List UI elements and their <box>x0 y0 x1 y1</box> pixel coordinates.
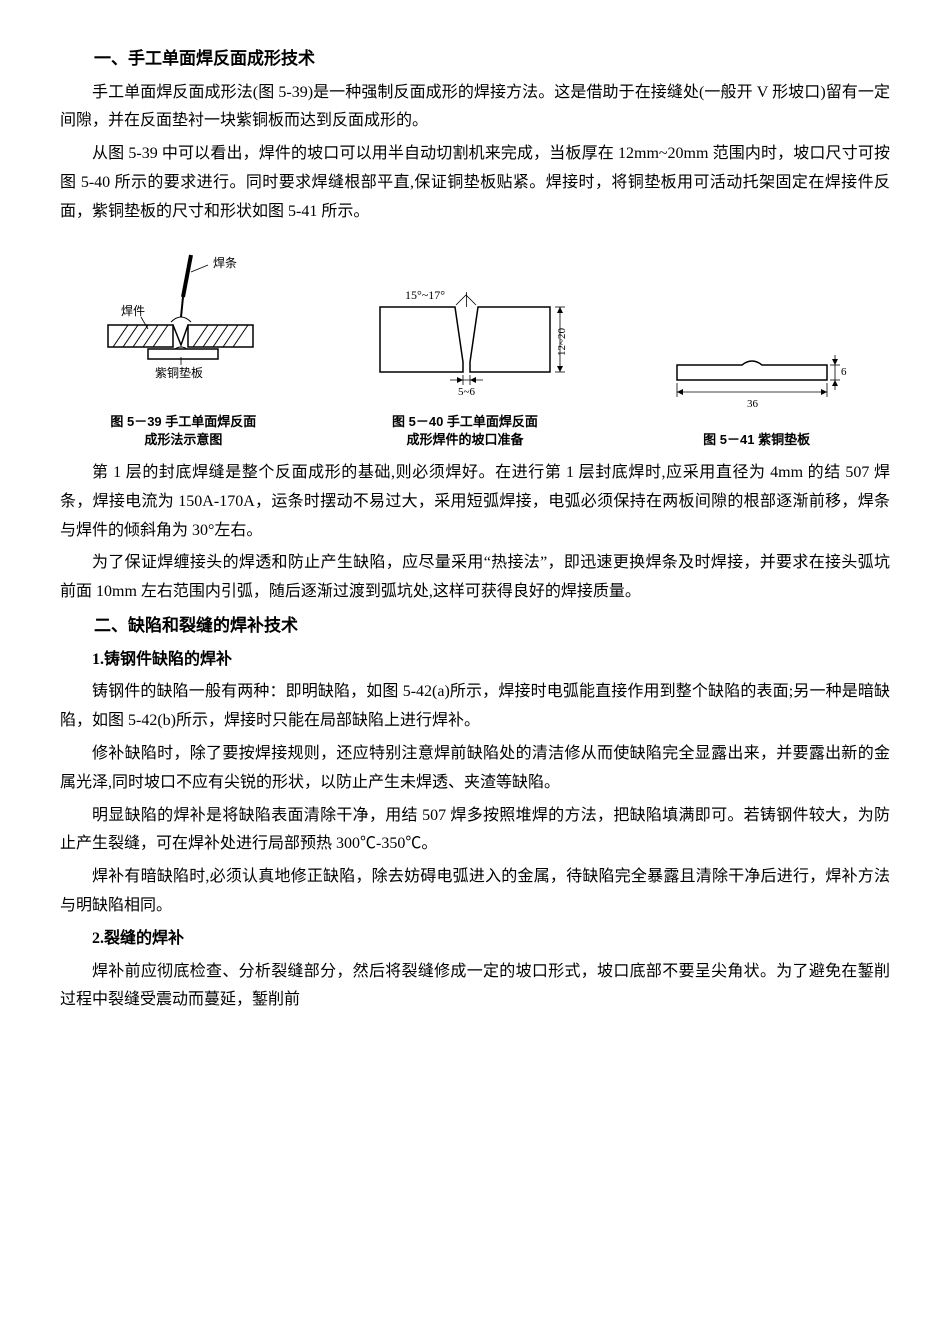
figure-5-41-svg: 6 36 <box>657 315 857 425</box>
figure-5-40-svg: 15°~17° 12~20 5~6 <box>360 267 570 407</box>
section-2-sub1-paragraph-3: 明显缺陷的焊补是将缺陷表面清除干净，用结 507 焊多按照堆焊的方法，把缺陷填满… <box>60 802 890 860</box>
figure-5-39-svg: 焊条 焊件 紫铜垫板 <box>93 247 273 407</box>
fig40-dim-bottom: 5~6 <box>458 386 475 398</box>
fig39-label-plate: 紫铜垫板 <box>155 365 203 380</box>
figures-row: 焊条 焊件 紫铜垫板 图 5－39 手工单面焊反面 成形法示意图 15°~17° <box>60 247 890 449</box>
section-2-sub1-paragraph-2: 修补缺陷时，除了要按焊接规则，还应特别注意焊前缺陷处的清洁修从而使缺陷完全显露出… <box>60 740 890 798</box>
figure-5-41: 6 36 图 5－41 紫铜垫板 <box>657 315 857 449</box>
fig39-label-rod: 焊条 <box>213 255 237 270</box>
figure-5-39-caption: 图 5－39 手工单面焊反面 成形法示意图 <box>110 413 256 449</box>
section-1-paragraph-1: 手工单面焊反面成形法(图 5-39)是一种强制反面成形的焊接方法。这是借助于在接… <box>60 79 890 137</box>
section-2-sub1-paragraph-4: 焊补有暗缺陷时,必须认真地修正缺陷，除去妨碍电弧进入的金属，待缺陷完全暴露且清除… <box>60 863 890 921</box>
section-2-sub1-paragraph-1: 铸钢件的缺陷一般有两种：即明缺陷，如图 5-42(a)所示，焊接时电弧能直接作用… <box>60 678 890 736</box>
fig40-caption-line1: 图 5－40 手工单面焊反面 <box>392 414 538 429</box>
fig41-dim-right: 6 <box>841 366 847 378</box>
section-1-paragraph-3: 第 1 层的封底焊缝是整个反面成形的基础,则必须焊好。在进行第 1 层封底焊时,… <box>60 459 890 545</box>
fig40-angle: 15°~17° <box>405 288 445 302</box>
section-2-sub1-title: 1.铸钢件缺陷的焊补 <box>60 646 890 675</box>
fig39-label-work: 焊件 <box>121 303 145 318</box>
figure-5-39: 焊条 焊件 紫铜垫板 图 5－39 手工单面焊反面 成形法示意图 <box>93 247 273 449</box>
fig39-caption-line2: 成形法示意图 <box>144 432 222 447</box>
section-1-title: 一、手工单面焊反面成形技术 <box>60 44 890 75</box>
figure-5-41-caption: 图 5－41 紫铜垫板 <box>703 431 810 449</box>
section-2-sub2-paragraph-1: 焊补前应彻底检查、分析裂缝部分，然后将裂缝修成一定的坡口形式，坡口底部不要呈尖角… <box>60 958 890 1016</box>
fig40-dim-right: 12~20 <box>556 327 568 355</box>
fig41-dim-bottom: 36 <box>747 398 759 410</box>
fig41-caption-line1: 图 5－41 紫铜垫板 <box>703 432 810 447</box>
fig39-caption-line1: 图 5－39 手工单面焊反面 <box>110 414 256 429</box>
section-1-paragraph-2: 从图 5-39 中可以看出，焊件的坡口可以用半自动切割机来完成，当板厚在 12m… <box>60 140 890 226</box>
figure-5-40: 15°~17° 12~20 5~6 图 5－40 手工单面焊反面 成形焊件的坡口… <box>360 267 570 449</box>
fig40-caption-line2: 成形焊件的坡口准备 <box>406 432 523 447</box>
section-2-title: 二、缺陷和裂缝的焊补技术 <box>60 611 890 642</box>
section-2-sub2-title: 2.裂缝的焊补 <box>60 925 890 954</box>
section-1-paragraph-4: 为了保证焊缠接头的焊透和防止产生缺陷，应尽量采用“热接法”，即迅速更换焊条及时焊… <box>60 549 890 607</box>
figure-5-40-caption: 图 5－40 手工单面焊反面 成形焊件的坡口准备 <box>392 413 538 449</box>
